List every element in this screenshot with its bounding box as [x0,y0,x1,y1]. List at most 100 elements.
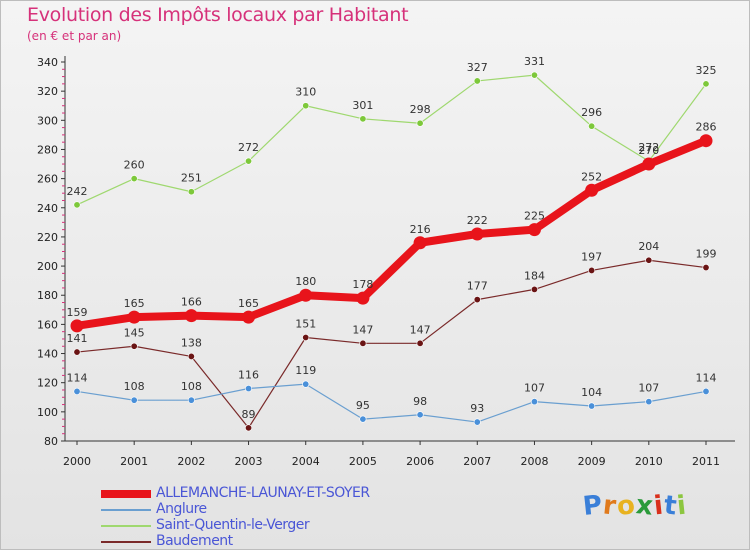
data-label: 159 [67,306,88,319]
data-label: 197 [581,250,602,263]
legend-swatch [101,490,151,498]
data-label: 141 [67,332,88,345]
data-label: 222 [467,214,488,227]
y-tick-label: 180 [37,289,58,302]
y-tick-label: 260 [37,173,58,186]
data-label: 145 [124,326,145,339]
data-point [530,71,538,79]
data-point [359,115,367,123]
data-label: 104 [581,386,602,399]
data-label: 216 [410,223,431,236]
data-point [245,157,253,165]
x-tick-label: 2010 [635,455,663,468]
data-label: 301 [352,99,373,112]
legend-label: Anglure [156,501,207,517]
data-point [645,256,653,264]
data-label: 95 [356,399,370,412]
data-label: 107 [524,382,545,395]
y-tick-label: 340 [37,56,58,69]
data-label: 147 [352,323,373,336]
data-point [242,310,256,324]
x-tick-label: 2009 [578,455,606,468]
data-point [702,80,710,88]
data-point [73,387,81,395]
data-label: 147 [410,323,431,336]
x-tick-label: 2000 [63,455,91,468]
legend-swatch [101,541,151,543]
data-point [699,134,713,148]
legend-label: Baudement [156,533,233,549]
data-label: 138 [181,336,202,349]
data-point [473,418,481,426]
series-line-0 [73,136,710,330]
y-tick-label: 140 [37,348,58,361]
data-label: 184 [524,269,545,282]
data-point [473,296,481,304]
data-label: 270 [638,144,659,157]
data-point [470,227,484,241]
data-label: 177 [467,280,488,293]
y-tick-label: 160 [37,318,58,331]
data-label: 310 [295,86,316,99]
data-point [187,352,195,360]
data-label: 116 [238,369,259,382]
data-point [130,396,138,404]
y-tick-label: 220 [37,231,58,244]
data-label: 180 [295,275,316,288]
legend-label: ALLEMANCHE-LAUNAY-ET-SOYER [156,485,370,501]
data-point [302,380,310,388]
data-point [70,319,84,333]
y-tick-label: 100 [37,406,58,419]
data-label: 252 [581,170,602,183]
data-point [585,183,599,197]
series-line-3 [76,259,707,429]
data-label: 98 [413,395,427,408]
data-point [702,387,710,395]
data-point [530,398,538,406]
data-label: 165 [238,297,259,310]
data-label: 166 [181,296,202,309]
data-label: 108 [181,380,202,393]
legend-swatch [101,525,151,527]
data-label: 242 [67,185,88,198]
data-label: 178 [352,278,373,291]
data-point [130,175,138,183]
y-tick-label: 240 [37,202,58,215]
data-point [356,291,370,305]
data-point [187,396,195,404]
x-tick-label: 2002 [177,455,205,468]
data-point [302,334,310,342]
data-label: 327 [467,61,488,74]
data-label: 286 [696,121,717,134]
legend-label: Saint-Quentin-le-Verger [156,517,310,533]
x-tick-label: 2004 [292,455,320,468]
data-label: 165 [124,297,145,310]
data-label: 331 [524,55,545,68]
data-point [588,266,596,274]
data-point [302,102,310,110]
y-tick-label: 280 [37,143,58,156]
data-point [416,339,424,347]
data-label: 251 [181,172,202,185]
data-label: 296 [581,106,602,119]
data-label: 298 [410,103,431,116]
data-point [245,424,253,432]
x-tick-label: 2006 [406,455,434,468]
data-label: 272 [638,141,659,154]
x-tick-label: 2008 [520,455,548,468]
x-tick-label: 2003 [235,455,263,468]
y-tick-label: 80 [44,435,58,448]
data-point [530,285,538,293]
data-point [359,415,367,423]
data-label: 119 [295,364,316,377]
data-point [473,77,481,85]
data-point [245,385,253,393]
data-label: 114 [696,371,717,384]
data-label: 89 [242,408,256,421]
data-label: 114 [67,371,88,384]
data-point [127,310,141,324]
data-point [359,339,367,347]
y-tick-label: 300 [37,114,58,127]
